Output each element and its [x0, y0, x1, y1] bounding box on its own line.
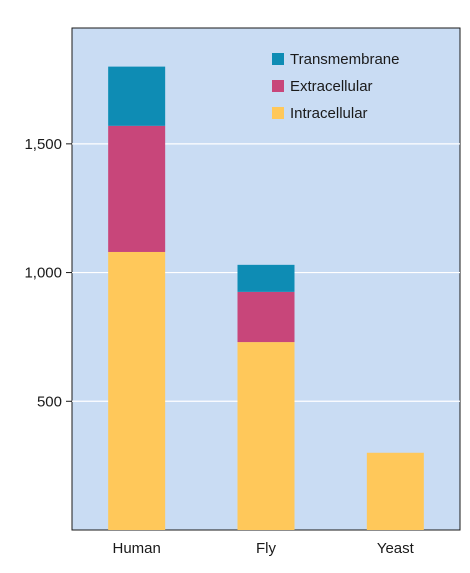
bar-yeast-intracellular [366, 452, 424, 530]
legend: Transmembrane Extracellular Intracellular [272, 51, 399, 122]
x-tick-label: Human [112, 540, 160, 557]
bar-fly-intracellular [237, 342, 295, 530]
bars [108, 66, 424, 530]
legend-label-extracellular: Extracellular [290, 78, 373, 95]
legend-label-transmembrane: Transmembrane [290, 51, 399, 68]
x-tick-label: Yeast [377, 540, 415, 557]
bar-human-intracellular [108, 251, 166, 530]
legend-label-intracellular: Intracellular [290, 105, 368, 122]
legend-swatch-transmembrane [272, 53, 284, 65]
y-axis: 500 1,000 1,500 [24, 136, 72, 410]
bar-human-transmembrane [108, 66, 166, 126]
y-tick-label: 500 [37, 393, 62, 410]
y-tick-label: 1,000 [24, 265, 62, 282]
y-tick-label: 1,500 [24, 136, 62, 153]
bar-human-extracellular [108, 125, 166, 252]
bar-fly-transmembrane [237, 264, 295, 292]
x-tick-label: Fly [256, 540, 276, 557]
legend-swatch-intracellular [272, 107, 284, 119]
bar-fly-extracellular [237, 291, 295, 343]
legend-swatch-extracellular [272, 80, 284, 92]
x-axis: Human Fly Yeast [112, 540, 414, 557]
